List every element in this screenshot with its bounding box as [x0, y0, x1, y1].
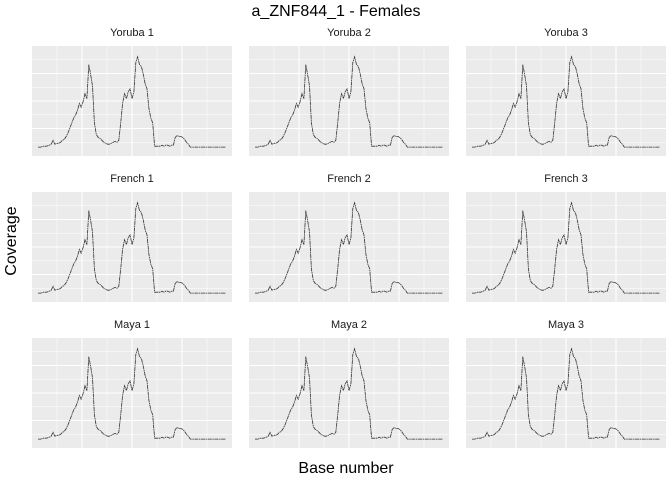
facet-strip-label: Maya 2: [331, 319, 367, 331]
facet-panel: Maya 3: [466, 319, 666, 448]
facet-panel: Maya 2: [249, 319, 449, 448]
coverage-line: [472, 201, 660, 294]
facet-strip-label: Yoruba 1: [110, 27, 154, 39]
facet-strip-label: Maya 1: [114, 319, 150, 331]
facet-panel: Maya 1: [32, 319, 232, 448]
facet-panel: French 2: [249, 173, 449, 302]
coverage-line: [472, 55, 660, 148]
chart-title: a_ZNF844_1 - Females: [251, 3, 421, 20]
facet-strip-label: French 1: [110, 173, 153, 185]
facet-panel: French 3: [466, 173, 666, 302]
facet-strip-label: Maya 3: [548, 319, 584, 331]
facet-strip-label: Yoruba 3: [544, 27, 588, 39]
facet-panel: Yoruba 1: [32, 27, 232, 156]
coverage-line: [38, 55, 226, 148]
coverage-line: [255, 55, 443, 148]
facet-panel: Yoruba 3: [466, 27, 666, 156]
coverage-line: [255, 201, 443, 294]
facet-panel: Yoruba 2: [249, 27, 449, 156]
coverage-line: [472, 347, 660, 440]
x-axis-label: Base number: [298, 460, 394, 477]
coverage-line: [38, 201, 226, 294]
coverage-line: [38, 347, 226, 440]
facet-strip-label: French 3: [544, 173, 587, 185]
facet-strip-label: Yoruba 2: [327, 27, 371, 39]
facet-panel: French 1: [32, 173, 232, 302]
facet-strip-label: French 2: [327, 173, 370, 185]
coverage-line: [255, 347, 443, 440]
